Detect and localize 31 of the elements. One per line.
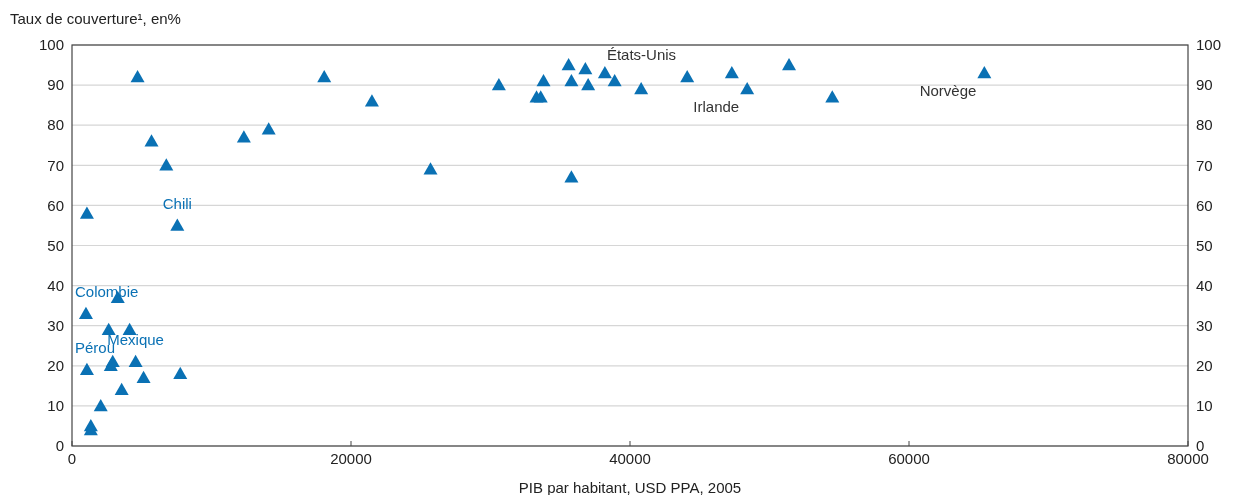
y-tick-label: 10 [47, 397, 64, 415]
y2-tick-label: 20 [1196, 357, 1213, 375]
y2-tick-label: 10 [1196, 397, 1213, 415]
annotation: Norvège [919, 82, 977, 100]
y-tick-label: 90 [47, 76, 64, 94]
y2-tick-label: 70 [1196, 156, 1213, 174]
annotation: Chili [162, 194, 192, 212]
y-axis-title: Taux de couverture¹, en% [10, 10, 181, 27]
y-tick-label: 40 [47, 276, 64, 294]
x-tick-label: 20000 [330, 450, 372, 467]
y2-tick-label: 100 [1196, 36, 1222, 54]
y-tick-label: 60 [47, 196, 64, 214]
y-tick-label: 80 [47, 116, 64, 134]
y2-tick-label: 60 [1196, 196, 1213, 214]
annotation: Irlande [693, 98, 740, 116]
y2-tick-label: 90 [1196, 76, 1213, 94]
y2-tick-label: 40 [1196, 276, 1213, 294]
y-tick-label: 20 [47, 357, 64, 375]
y-tick-label: 70 [47, 156, 64, 174]
y-tick-label: 100 [38, 36, 64, 54]
x-tick-label: 0 [67, 450, 77, 467]
y2-tick-label: 80 [1196, 116, 1213, 134]
y-tick-label: 30 [47, 316, 64, 334]
x-tick-label: 40000 [609, 450, 651, 467]
x-tick-label: 60000 [888, 450, 930, 467]
y2-tick-label: 50 [1196, 236, 1213, 254]
y2-tick-label: 30 [1196, 316, 1213, 334]
y-tick-label: 0 [55, 437, 64, 455]
annotation: États-Unis [606, 46, 677, 64]
y-tick-label: 50 [47, 236, 64, 254]
annotation: Colombie [75, 282, 139, 300]
